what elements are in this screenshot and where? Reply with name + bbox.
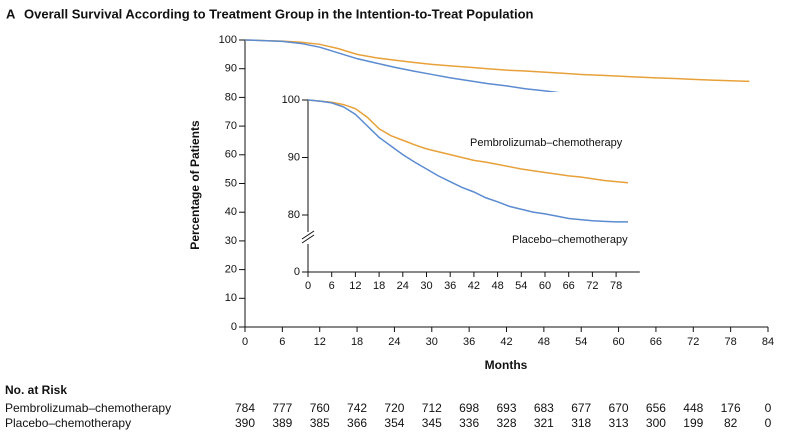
chart-title: Overall Survival According to Treatment … (24, 6, 534, 21)
inset-curve (307, 99, 628, 223)
risk-row-label: Pembrolizumab–chemotherapy (5, 401, 171, 415)
risk-value: 742 (347, 401, 367, 415)
risk-value: 760 (310, 401, 330, 415)
risk-value: 336 (459, 416, 479, 430)
x-tick-label: 12 (314, 336, 326, 348)
y-tick-label: 0 (231, 321, 237, 333)
inset-x-tick-label: 0 (305, 280, 311, 292)
x-tick-label: 0 (242, 336, 248, 348)
risk-value: 693 (496, 401, 516, 415)
inset-background (272, 92, 768, 296)
inset-x-tick-label: 48 (491, 280, 503, 292)
risk-table-title: No. at Risk (5, 383, 67, 397)
risk-value: 345 (422, 416, 442, 430)
inset-x-tick-label: 54 (515, 280, 527, 292)
risk-value: 354 (384, 416, 404, 430)
risk-value: 720 (384, 401, 404, 415)
inset-x-tick-label: 60 (539, 280, 551, 292)
y-tick-label: 70 (225, 120, 237, 132)
inset-y-tick-label: 90 (288, 151, 300, 163)
x-tick-label: 72 (687, 336, 699, 348)
y-tick-label: 40 (225, 206, 237, 218)
inset-y-tick-label: 100 (282, 94, 300, 106)
inset-x-tick-label: 72 (586, 280, 598, 292)
inset-x-tick-label: 6 (329, 280, 335, 292)
y-tick-label: 100 (219, 34, 237, 46)
y-tick-label: 60 (225, 149, 237, 161)
x-tick-label: 78 (725, 336, 737, 348)
risk-value: 0 (765, 401, 772, 415)
inset-y-tick-label: 80 (288, 209, 300, 221)
risk-value: 385 (310, 416, 330, 430)
risk-value: 321 (534, 416, 554, 430)
risk-value: 777 (272, 401, 292, 415)
x-tick-label: 18 (351, 336, 363, 348)
x-tick-label: 6 (279, 336, 285, 348)
risk-value: 712 (422, 401, 442, 415)
risk-value: 670 (609, 401, 629, 415)
x-tick-label: 24 (388, 336, 400, 348)
risk-row-label: Placebo–chemotherapy (5, 416, 131, 430)
risk-value: 199 (683, 416, 703, 430)
risk-value: 328 (496, 416, 516, 430)
risk-value: 656 (646, 401, 666, 415)
risk-value: 82 (724, 416, 738, 430)
risk-value: 389 (272, 416, 292, 430)
inset-x-tick-label: 36 (444, 280, 456, 292)
risk-value: 683 (534, 401, 554, 415)
y-tick-label: 90 (225, 63, 237, 75)
inset-x-tick-label: 24 (397, 280, 409, 292)
risk-value: 318 (571, 416, 591, 430)
risk-value: 698 (459, 401, 479, 415)
risk-value: 390 (235, 416, 255, 430)
x-tick-label: 48 (538, 336, 550, 348)
series-label: Placebo–chemotherapy (512, 234, 628, 246)
y-tick-label: 20 (225, 264, 237, 276)
x-tick-label: 30 (426, 336, 438, 348)
inset-x-tick-label: 18 (373, 280, 385, 292)
inset-x-tick-label: 12 (349, 280, 361, 292)
y-axis-label: Percentage of Patients (188, 120, 202, 250)
x-axis-label: Months (485, 358, 528, 372)
inset-x-tick-label: 66 (563, 280, 575, 292)
x-tick-label: 60 (612, 336, 624, 348)
risk-value: 677 (571, 401, 591, 415)
risk-value: 784 (235, 401, 255, 415)
x-tick-label: 54 (575, 336, 587, 348)
x-tick-label: 66 (650, 336, 662, 348)
y-tick-label: 10 (225, 292, 237, 304)
risk-value: 366 (347, 416, 367, 430)
inset-y-axis (301, 100, 315, 272)
risk-value: 176 (721, 401, 741, 415)
inset-x-tick-label: 42 (468, 280, 480, 292)
inset-x-tick-label: 30 (420, 280, 432, 292)
main-curve (244, 39, 750, 83)
x-tick-label: 36 (463, 336, 475, 348)
inset-curve (307, 99, 629, 184)
y-tick-label: 30 (225, 235, 237, 247)
risk-value: 300 (646, 416, 666, 430)
y-tick-label: 50 (225, 177, 237, 189)
main-curve (244, 39, 750, 102)
risk-value: 313 (609, 416, 629, 430)
x-tick-label: 84 (762, 336, 774, 348)
inset-y-tick-label: 0 (294, 266, 300, 278)
x-tick-label: 42 (500, 336, 512, 348)
series-label: Pembrolizumab–chemotherapy (470, 137, 623, 149)
panel-label: A (6, 6, 16, 21)
inset-x-tick-label: 78 (610, 280, 622, 292)
y-tick-label: 80 (225, 91, 237, 103)
risk-value: 0 (765, 416, 772, 430)
risk-value: 448 (683, 401, 703, 415)
